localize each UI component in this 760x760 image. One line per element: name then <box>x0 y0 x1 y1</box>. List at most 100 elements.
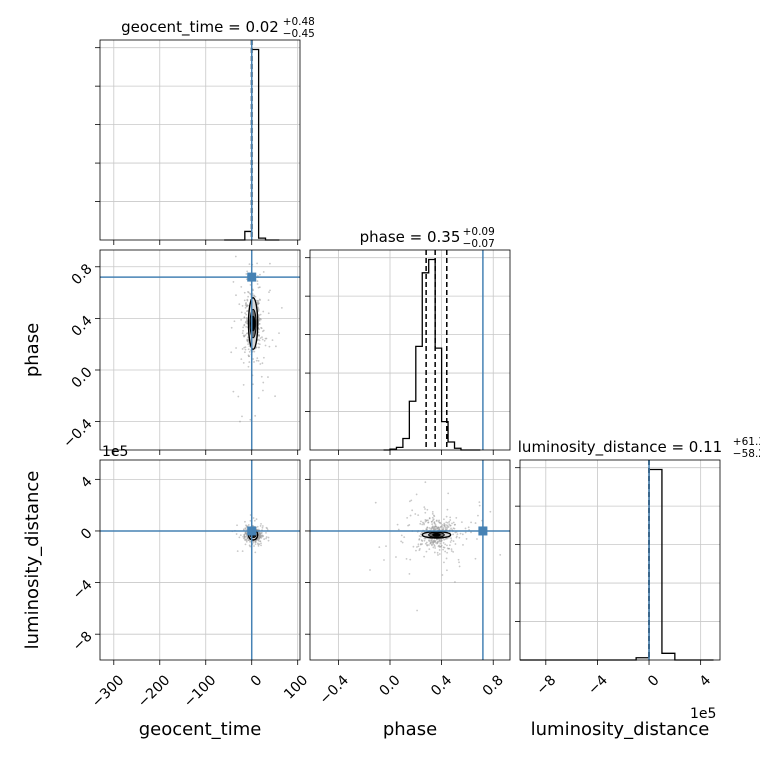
pair-panel-phase-luminosity_distance: −0.4 0.0 0.4 0.8 <box>305 459 511 708</box>
y-tick-label: 0 <box>78 525 96 543</box>
sample-point <box>262 329 265 332</box>
sample-point <box>445 557 448 560</box>
sample-point <box>257 346 260 349</box>
sample-point <box>489 510 492 513</box>
sample-point <box>444 528 447 530</box>
sample-point <box>423 555 426 558</box>
sample-point <box>247 338 249 341</box>
x-tick-label: −100 <box>181 672 220 711</box>
sample-point <box>443 561 445 564</box>
sample-point <box>247 348 250 351</box>
sample-point <box>431 516 434 519</box>
sample-point <box>442 541 445 544</box>
sample-point <box>439 542 442 545</box>
sample-point <box>395 556 397 558</box>
axes-frame <box>99 459 301 661</box>
sample-point <box>241 348 244 350</box>
sample-point <box>444 543 447 546</box>
sample-point <box>408 572 411 575</box>
sample-point <box>243 316 246 319</box>
sample-point <box>452 540 455 543</box>
sample-point <box>256 357 259 360</box>
sample-point <box>446 521 449 524</box>
y-tick-label: 0.8 <box>69 261 96 288</box>
x-tick-label: −0.4 <box>317 672 352 707</box>
sample-point <box>417 545 420 548</box>
sample-point <box>443 522 446 525</box>
sample-point <box>262 310 265 313</box>
sample-point <box>448 547 450 550</box>
sample-point <box>441 523 444 526</box>
sample-point <box>400 534 403 537</box>
sample-point <box>438 521 441 524</box>
sample-point <box>446 551 449 554</box>
sample-point <box>418 548 421 550</box>
sample-point <box>248 345 251 348</box>
sample-point <box>433 515 436 518</box>
y-tick-label: 0.0 <box>69 364 96 391</box>
sample-point <box>244 532 247 534</box>
sample-point <box>265 526 268 529</box>
x-tick-label: −200 <box>135 672 174 711</box>
panel-title-sub: −0.07 <box>463 238 495 250</box>
sample-point <box>436 542 438 545</box>
x-tick-label: −4 <box>585 672 611 698</box>
sample-point <box>478 504 481 507</box>
sample-point <box>230 326 233 329</box>
pair-panel-geocent_time-luminosity_distance: −300 −200 −100 0 100 −8 −4 0 4 <box>70 459 311 711</box>
pair-panel-geocent_time-phase: −0.4 0.0 0.4 0.8 <box>60 249 301 455</box>
sample-point <box>257 286 260 289</box>
sample-point <box>416 609 418 612</box>
sample-point <box>456 533 459 536</box>
y-tick-label: −0.4 <box>60 416 95 451</box>
sample-point <box>499 554 502 556</box>
sample-point <box>236 524 238 527</box>
sample-point <box>262 381 265 384</box>
sample-point <box>259 536 262 538</box>
sample-point <box>245 325 248 328</box>
sample-point <box>243 533 246 536</box>
sample-point <box>260 522 262 525</box>
sample-point <box>232 281 235 283</box>
sample-point <box>403 536 406 539</box>
sample-point <box>434 547 437 549</box>
axes-frame <box>519 459 721 661</box>
sample-point <box>458 561 460 564</box>
sample-point <box>477 514 479 517</box>
sample-point <box>432 543 434 545</box>
sample-point <box>442 527 445 530</box>
sample-point <box>420 539 423 542</box>
sample-point <box>408 524 411 526</box>
sample-point <box>467 526 470 529</box>
sample-point <box>267 299 270 302</box>
sample-point <box>443 546 446 549</box>
sample-point <box>236 550 239 552</box>
sample-point <box>259 540 261 543</box>
sample-point <box>433 521 436 523</box>
sample-point <box>258 543 261 546</box>
sample-point <box>448 523 451 526</box>
panel-title: geocent_time = 0.02 <box>121 18 279 37</box>
x-tick-label: 0 <box>645 672 663 690</box>
x-axis-title: phase <box>383 719 437 740</box>
sample-point <box>442 526 444 529</box>
sample-point <box>451 522 453 525</box>
sample-point <box>416 546 418 548</box>
sample-point <box>271 339 274 342</box>
sample-point <box>258 343 261 346</box>
sample-point <box>444 550 447 553</box>
sample-point <box>261 338 264 341</box>
sample-point <box>256 280 259 283</box>
y-offset-text: 1e5 <box>102 444 128 460</box>
sample-point <box>452 533 455 536</box>
sample-point <box>244 527 247 530</box>
sample-point <box>433 545 436 547</box>
sample-point <box>449 516 452 519</box>
sample-point <box>253 350 256 353</box>
sample-point <box>441 574 444 576</box>
sample-point <box>267 539 270 542</box>
sample-point <box>246 298 249 301</box>
sample-point <box>275 345 277 348</box>
sample-point <box>423 522 425 525</box>
